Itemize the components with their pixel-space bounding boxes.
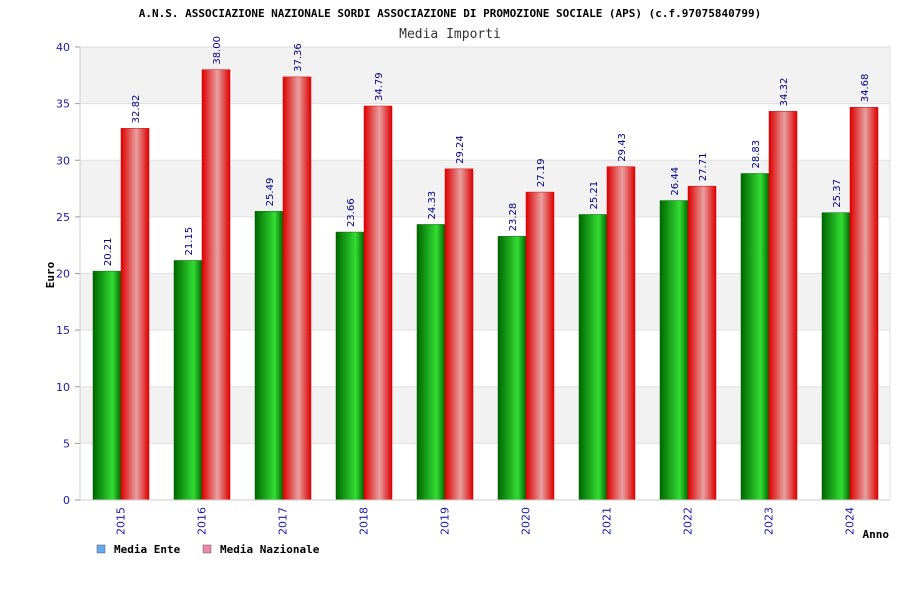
bar-ente-2023 bbox=[740, 173, 770, 501]
y-tick-label: 40 bbox=[56, 41, 70, 54]
bar-label-nazionale-2019: 29.24 bbox=[455, 135, 466, 164]
plot-band bbox=[80, 47, 890, 104]
bar-ente-2024 bbox=[821, 212, 851, 501]
bar-label-nazionale-2022: 27.71 bbox=[698, 153, 709, 182]
x-tick-label-2017: 2017 bbox=[277, 507, 290, 535]
legend-label-media-ente: Media Ente bbox=[114, 543, 181, 556]
bars bbox=[92, 69, 879, 501]
y-tick-label: 15 bbox=[56, 324, 70, 337]
bar-label-nazionale-2016: 38.00 bbox=[212, 36, 223, 65]
bar-ente-2018 bbox=[335, 231, 365, 501]
x-tick-label-2023: 2023 bbox=[763, 507, 776, 535]
bar-label-ente-2024: 25.37 bbox=[832, 179, 843, 208]
bar-label-ente-2021: 25.21 bbox=[589, 181, 600, 210]
bar-ente-2017 bbox=[254, 211, 284, 501]
bar-ente-2021 bbox=[578, 214, 608, 501]
y-tick-label: 10 bbox=[56, 381, 70, 394]
bar-label-ente-2023: 28.83 bbox=[751, 140, 762, 169]
bar-value-labels: 20.21 32.82 21.15 38.00 25.49 37.36 23.66 34.79… bbox=[103, 36, 871, 266]
y-tick-label: 0 bbox=[63, 494, 70, 507]
bar-label-ente-2022: 26.44 bbox=[670, 167, 681, 196]
x-tick-label-2016: 2016 bbox=[196, 507, 209, 535]
x-tick-label-2022: 2022 bbox=[682, 507, 695, 535]
bar-nazionale-2022 bbox=[687, 185, 717, 501]
y-tick-label: 35 bbox=[56, 98, 70, 111]
bar-label-ente-2019: 24.33 bbox=[427, 191, 438, 220]
x-tick-label-2015: 2015 bbox=[115, 507, 128, 535]
y-axis-ticks: 0 5 10 15 20 25 30 35 40 bbox=[56, 41, 80, 507]
bar-nazionale-2024 bbox=[849, 106, 879, 501]
bar-ente-2016 bbox=[173, 260, 203, 501]
bar-ente-2015 bbox=[92, 270, 122, 501]
legend-label-media-nazionale: Media Nazionale bbox=[220, 543, 320, 556]
bar-label-nazionale-2024: 34.68 bbox=[860, 74, 871, 103]
bar-label-ente-2015: 20.21 bbox=[103, 237, 114, 266]
x-axis-label: Anno bbox=[863, 528, 890, 541]
bar-label-nazionale-2015: 32.82 bbox=[131, 95, 142, 124]
y-tick-label: 25 bbox=[56, 211, 70, 224]
bar-nazionale-2018 bbox=[363, 105, 393, 501]
bar-nazionale-2023 bbox=[768, 111, 798, 501]
bar-label-ente-2016: 21.15 bbox=[184, 227, 195, 256]
bar-nazionale-2017 bbox=[282, 76, 312, 501]
bar-label-ente-2017: 25.49 bbox=[265, 178, 276, 207]
x-axis-ticks: 2015 2016 2017 2018 2019 2020 2021 2022 2023 2024 bbox=[115, 507, 857, 535]
plot-band bbox=[80, 103, 890, 161]
bar-label-ente-2018: 23.66 bbox=[346, 198, 357, 227]
bar-label-nazionale-2017: 37.36 bbox=[293, 43, 304, 72]
x-tick-label-2020: 2020 bbox=[520, 507, 533, 535]
chart-subtitle: Media Importi bbox=[399, 27, 501, 42]
x-tick-label-2018: 2018 bbox=[358, 507, 371, 535]
legend: Media Ente Media Nazionale bbox=[96, 543, 320, 556]
bar-ente-2019 bbox=[416, 224, 446, 501]
chart-title: A.N.S. ASSOCIAZIONE NAZIONALE SORDI ASSO… bbox=[139, 7, 762, 20]
bar-label-nazionale-2018: 34.79 bbox=[374, 72, 385, 101]
bar-label-nazionale-2020: 27.19 bbox=[536, 158, 547, 187]
bar-label-ente-2020: 23.28 bbox=[508, 203, 519, 232]
legend-swatch-media-nazionale bbox=[202, 544, 212, 554]
y-axis-label: Euro bbox=[44, 261, 57, 288]
y-tick-label: 5 bbox=[63, 437, 70, 450]
bar-nazionale-2016 bbox=[201, 69, 231, 501]
y-tick-label: 30 bbox=[56, 154, 70, 167]
bar-nazionale-2015 bbox=[120, 128, 150, 501]
bar-ente-2022 bbox=[659, 200, 689, 501]
bar-nazionale-2021 bbox=[606, 166, 636, 501]
x-tick-label-2024: 2024 bbox=[844, 507, 857, 535]
bar-ente-2020 bbox=[497, 236, 527, 501]
x-tick-label-2021: 2021 bbox=[601, 507, 614, 535]
y-tick-label: 20 bbox=[56, 268, 70, 281]
bar-label-nazionale-2021: 29.43 bbox=[617, 133, 628, 162]
x-tick-label-2019: 2019 bbox=[439, 507, 452, 535]
bar-label-nazionale-2023: 34.32 bbox=[779, 78, 790, 107]
bar-nazionale-2020 bbox=[525, 191, 555, 501]
legend-swatch-media-ente bbox=[96, 544, 106, 554]
bar-nazionale-2019 bbox=[444, 168, 474, 501]
